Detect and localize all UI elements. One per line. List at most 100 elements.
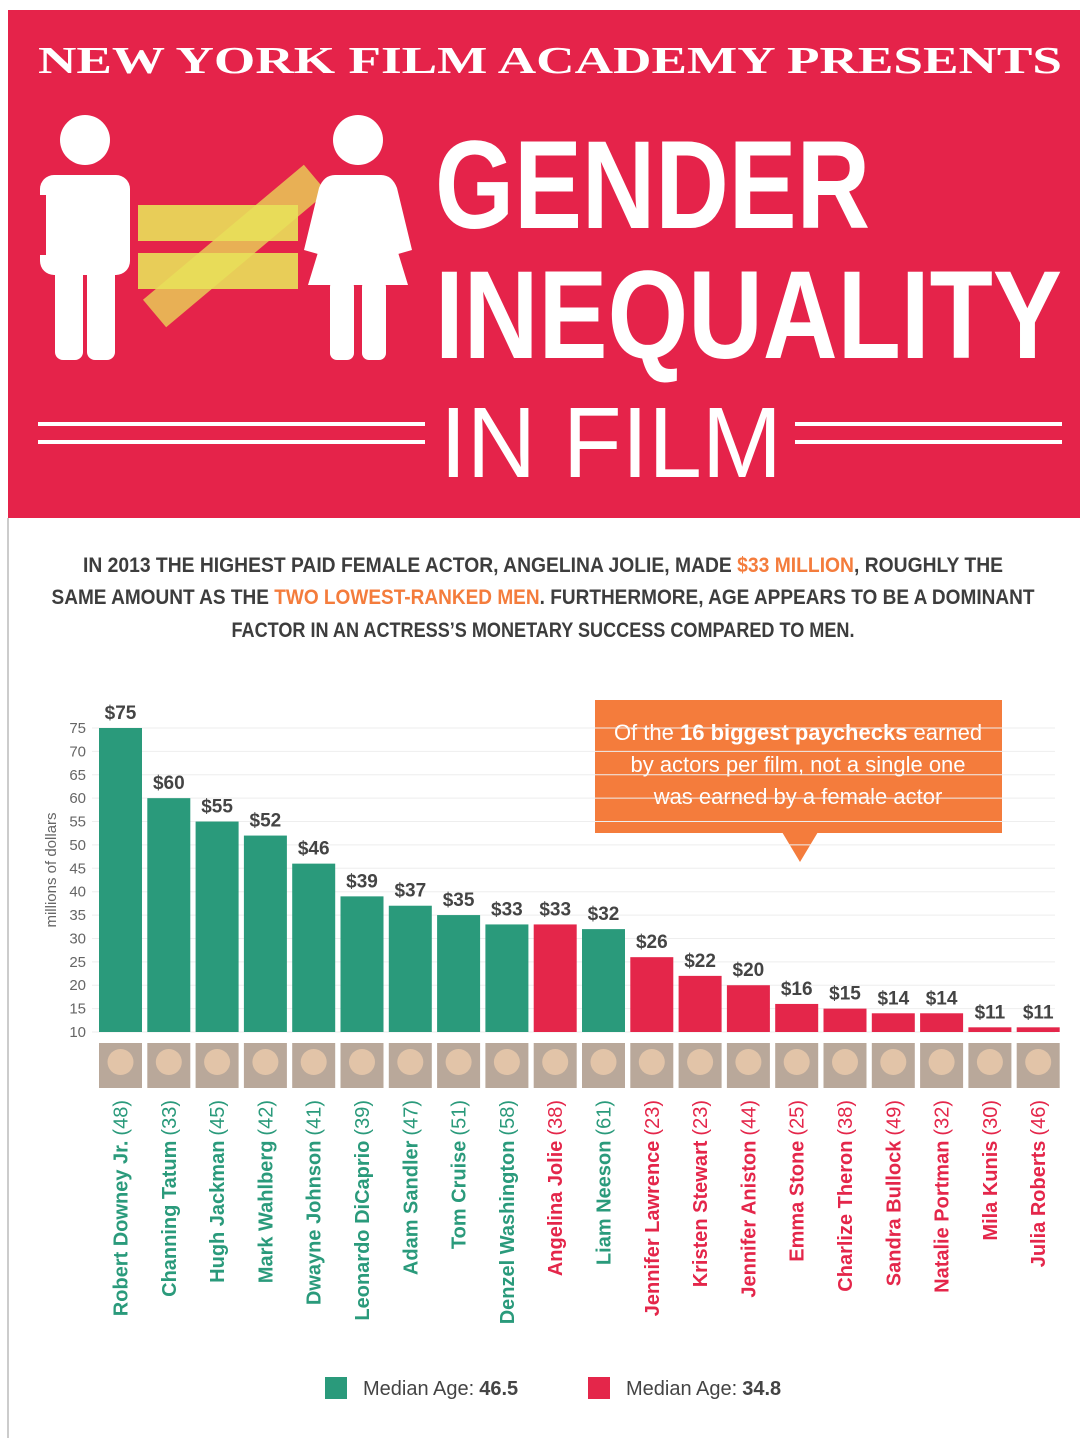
- portrait-face: [929, 1049, 955, 1075]
- x-tick-label: Denzel Washington (58): [497, 1100, 519, 1324]
- x-tick-label: Sandra Bullock (49): [883, 1100, 905, 1286]
- callout-line: was earned by a female actor: [653, 784, 943, 809]
- legend-entry: Median Age:46.5: [363, 1378, 518, 1400]
- portrait-face: [446, 1049, 472, 1075]
- actor-name: Channing Tatum: [159, 1141, 181, 1297]
- value-label: $11: [1023, 1002, 1054, 1023]
- value-label: $52: [250, 811, 282, 832]
- actor-age: (23): [690, 1100, 712, 1136]
- value-label: $75: [105, 703, 137, 724]
- bar: [147, 798, 190, 1032]
- actor-name: Denzel Washington: [497, 1141, 519, 1325]
- x-tick-label: Natalie Portman(32): [932, 1100, 954, 1293]
- bar: [679, 976, 722, 1032]
- bar: [196, 822, 239, 1032]
- intro-text: SAME AMOUNT AS THE: [52, 586, 275, 609]
- x-tick-label: Kristen Stewart (23): [690, 1100, 712, 1287]
- y-tick-label: 25: [69, 954, 86, 971]
- portrait-face: [977, 1049, 1003, 1075]
- value-label: $16: [781, 979, 813, 1000]
- x-tick-label: Julia Roberts (46): [1028, 1100, 1050, 1267]
- actor-name: Leonardo DiCaprio: [352, 1141, 374, 1321]
- presenter: NEW YORK FILM ACADEMY PRESENTS: [38, 40, 1062, 82]
- y-tick-label: 45: [69, 860, 86, 877]
- actor-age: (49): [883, 1100, 905, 1136]
- actor-age: (47): [400, 1100, 422, 1136]
- portrait-face: [591, 1049, 617, 1075]
- y-tick-label: 60: [69, 790, 86, 807]
- actor-name: Mark Wahlberg: [255, 1141, 277, 1284]
- x-tick-label: Liam Neeson(61): [594, 1100, 616, 1265]
- bar: [292, 864, 335, 1032]
- callout-line: by actors per film, not a single one: [630, 752, 965, 777]
- y-tick-label: 70: [69, 743, 86, 760]
- legend-entry: Median Age:34.8: [626, 1378, 781, 1400]
- y-tick-label: 65: [69, 767, 86, 784]
- intro-highlight: $33 MILLION: [737, 554, 854, 577]
- callout-bold: 16 biggest paychecks: [680, 720, 907, 745]
- bar: [582, 929, 625, 1032]
- actor-name: Julia Roberts: [1028, 1141, 1050, 1268]
- intro-text: , ROUGHLY THE: [854, 554, 1003, 577]
- legend-value: 46.5: [479, 1378, 518, 1400]
- title-line-2: INEQUALITY: [435, 246, 1062, 385]
- value-label: $11: [975, 1002, 1006, 1023]
- y-tick-label: 50: [69, 837, 86, 854]
- intro-text: . FURTHERMORE, AGE APPEARS TO BE A DOMIN…: [540, 586, 1035, 609]
- callout-text: was earned by a female actor: [653, 784, 943, 809]
- actor-age: (58): [497, 1100, 519, 1136]
- actor-name: Hugh Jackman: [207, 1141, 229, 1283]
- actor-name: Jennifer Lawrence: [642, 1141, 664, 1317]
- bar: [920, 1013, 963, 1032]
- actor-name: Sandra Bullock: [883, 1140, 905, 1286]
- actor-age: (61): [594, 1100, 616, 1136]
- actor-age: (45): [207, 1100, 229, 1136]
- portrait-face: [880, 1049, 906, 1075]
- bar: [99, 728, 142, 1032]
- x-tick-label: Jennifer Aniston(44): [738, 1100, 760, 1298]
- title-line-3: IN FILM: [440, 387, 782, 499]
- y-tick-label: 55: [69, 814, 86, 831]
- x-tick-label: Hugh Jackman (45): [207, 1100, 229, 1283]
- actor-age: (46): [1028, 1100, 1050, 1136]
- value-label: $46: [298, 839, 330, 860]
- portrait-face: [252, 1049, 278, 1075]
- value-label: $35: [443, 890, 475, 911]
- value-label: $33: [539, 899, 571, 920]
- actor-name: Natalie Portman: [932, 1141, 954, 1293]
- intro-text: IN 2013 THE HIGHEST PAID FEMALE ACTOR, A…: [83, 554, 737, 577]
- actor-age: (30): [980, 1100, 1002, 1136]
- value-label: $32: [588, 904, 620, 925]
- y-tick-label: 15: [69, 1001, 86, 1018]
- actor-name: Tom Cruise: [449, 1141, 471, 1250]
- x-tick-label: Jennifer Lawrence (23): [642, 1100, 664, 1316]
- actor-name: Kristen Stewart: [690, 1140, 712, 1287]
- legend-label: Median Age:: [363, 1378, 474, 1400]
- portrait-face: [687, 1049, 713, 1075]
- value-label: $15: [829, 984, 861, 1005]
- value-label: $26: [636, 932, 668, 953]
- portrait-face: [301, 1049, 327, 1075]
- bar: [534, 924, 577, 1032]
- value-label: $20: [733, 960, 765, 981]
- actor-age: (44): [738, 1100, 760, 1136]
- x-tick-label: Mila Kunis(30): [980, 1100, 1002, 1241]
- actor-age: (23): [642, 1100, 664, 1136]
- bar: [485, 924, 528, 1032]
- value-label: $37: [394, 881, 426, 902]
- bar: [389, 906, 432, 1032]
- legend-value: 34.8: [742, 1378, 781, 1400]
- x-tick-label: Leonardo DiCaprio(39): [352, 1100, 374, 1321]
- bar: [437, 915, 480, 1032]
- x-tick-label: Robert Downey Jr.(48): [111, 1100, 133, 1316]
- y-tick-label: 75: [69, 720, 86, 737]
- actor-name: Dwayne Johnson: [304, 1141, 326, 1305]
- callout-text: earned: [907, 720, 982, 745]
- portrait-face: [494, 1049, 520, 1075]
- bar: [968, 1027, 1011, 1032]
- value-label: $60: [153, 773, 185, 794]
- x-tick-label: Charlize Theron(38): [835, 1100, 857, 1292]
- bar: [824, 1009, 867, 1032]
- portrait-face: [784, 1049, 810, 1075]
- bar: [872, 1013, 915, 1032]
